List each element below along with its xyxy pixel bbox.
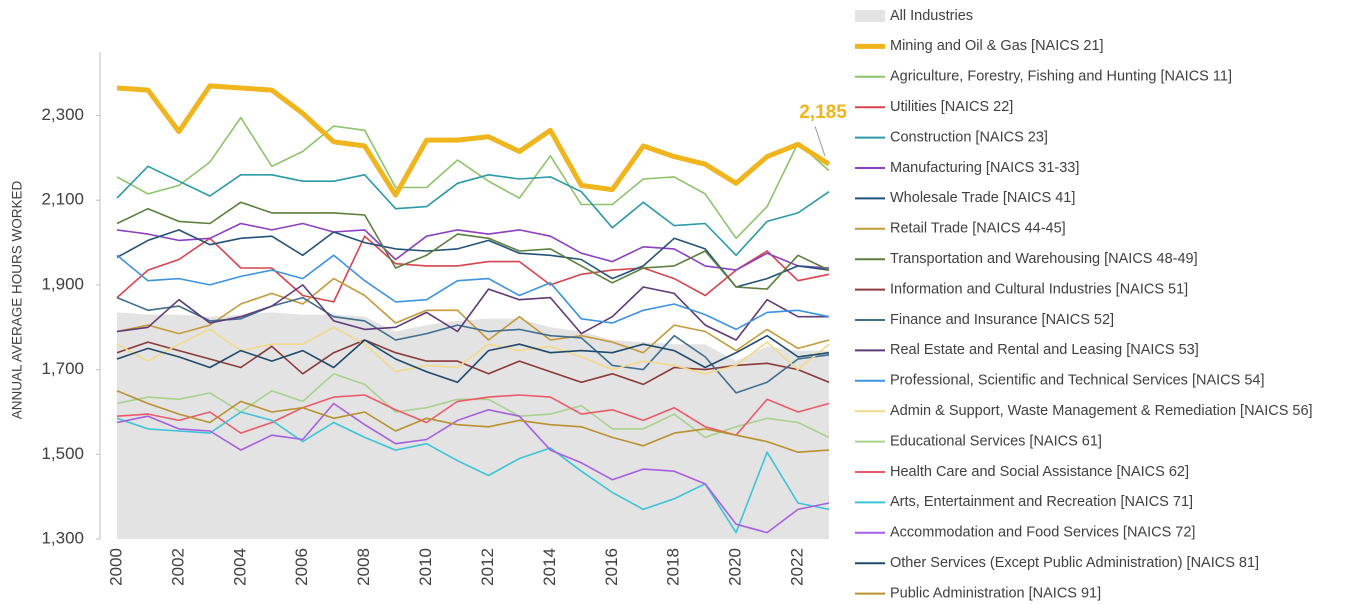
- line: [116, 165, 830, 257]
- line: [116, 394, 830, 436]
- legend-label: Accommodation and Food Services [NAICS 7…: [890, 525, 1195, 541]
- line: [116, 411, 830, 534]
- x-tick-label: 2012: [478, 548, 497, 586]
- x-tick-label: 2018: [664, 548, 683, 586]
- line: [116, 284, 829, 341]
- line: [116, 390, 830, 453]
- x-tick-label: 2014: [540, 548, 559, 586]
- legend-label: All Industries: [890, 8, 973, 24]
- legend-label: Professional, Scientific and Technical S…: [890, 373, 1265, 389]
- legend-label: Agriculture, Forestry, Fishing and Hunti…: [890, 69, 1232, 85]
- annotation: 2,185: [799, 102, 847, 123]
- line: [116, 402, 830, 534]
- line: [116, 334, 830, 384]
- y-tick-label: 1,700: [41, 359, 84, 378]
- x-tick-label: 2020: [726, 548, 745, 586]
- legend-label: Arts, Entertainment and Recreation [NAIC…: [890, 494, 1193, 510]
- legend-label: Finance and Insurance [NAICS 52]: [890, 312, 1114, 328]
- legend-label: Other Services (Except Public Administra…: [890, 555, 1259, 571]
- legend-label: Real Estate and Rental and Leasing [NAIC…: [890, 342, 1199, 358]
- legend-label: Health Care and Social Assistance [NAICS…: [890, 464, 1189, 480]
- x-tick-label: 2006: [292, 548, 311, 586]
- line: [116, 254, 830, 331]
- annotation-leader: [814, 126, 826, 157]
- legend-label: Public Administration [NAICS 91]: [890, 585, 1101, 601]
- legend-label: Manufacturing [NAICS 31-33]: [890, 160, 1079, 176]
- line: [116, 116, 830, 240]
- legend-label: Retail Trade [NAICS 44-45]: [890, 221, 1066, 237]
- legend-label: Wholesale Trade [NAICS 41]: [890, 190, 1075, 206]
- legend-label: Transportation and Warehousing [NAICS 48…: [890, 251, 1198, 267]
- line: [116, 229, 830, 288]
- legend-label: Educational Services [NAICS 61]: [890, 433, 1102, 449]
- x-tick-label: 2004: [230, 548, 249, 586]
- x-tick-label: 2016: [602, 548, 621, 586]
- line: [116, 235, 830, 303]
- line: [116, 222, 830, 271]
- y-tick-label: 2,300: [41, 105, 84, 124]
- y-tick-label: 2,100: [41, 190, 84, 209]
- x-tick-label: 2022: [788, 548, 807, 586]
- y-tick-label: 1,900: [41, 274, 84, 293]
- y-tick-label: 1,300: [41, 528, 84, 547]
- legend-label: Construction [NAICS 23]: [890, 129, 1048, 145]
- legend-label: Mining and Oil & Gas [NAICS 21]: [890, 38, 1104, 54]
- legend-swatch: [855, 10, 885, 22]
- line: [116, 296, 830, 394]
- line: [116, 83, 831, 198]
- legend-label: Information and Cultural Industries [NAI…: [890, 281, 1188, 297]
- x-tick-label: 2008: [354, 548, 373, 586]
- legend-label: Utilities [NAICS 22]: [890, 99, 1013, 115]
- line: [116, 277, 830, 354]
- y-axis-label: ANNUAL AVERAGE HOURS WORKED: [10, 180, 25, 419]
- x-tick-label: 2010: [416, 548, 435, 586]
- x-tick-label: 2002: [168, 548, 187, 586]
- legend-label: Admin & Support, Waste Management & Reme…: [890, 403, 1313, 419]
- line: [116, 326, 830, 375]
- x-tick-label: 2000: [106, 548, 125, 586]
- line: [116, 201, 830, 290]
- y-tick-label: 1,500: [41, 444, 84, 463]
